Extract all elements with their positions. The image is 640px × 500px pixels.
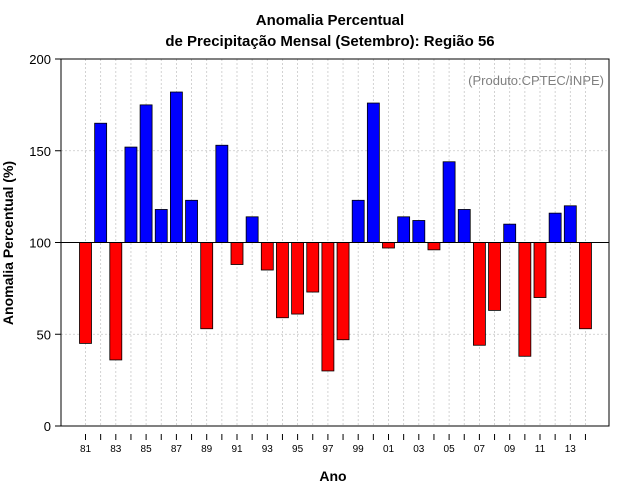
bar-03 <box>412 220 426 243</box>
bar-82 <box>94 122 108 243</box>
x-tick-label: 85 <box>141 444 153 455</box>
bar-87 <box>169 91 183 243</box>
bars-group <box>79 91 592 372</box>
bar-13 <box>563 205 577 243</box>
y-tick-label: 100 <box>29 236 51 251</box>
bar-94 <box>276 242 289 319</box>
x-tick-label: 87 <box>171 444 183 455</box>
x-tick-label: 03 <box>413 444 425 455</box>
bar-83 <box>109 242 123 361</box>
credit-text: (Produto:CPTEC/INPE) <box>468 73 604 88</box>
plot-frame <box>60 58 610 427</box>
bar-98 <box>336 242 350 341</box>
bar-86 <box>154 209 168 243</box>
bar-04 <box>427 242 441 251</box>
x-tick-label: 91 <box>231 444 243 455</box>
x-tick-label: 01 <box>383 444 395 455</box>
axes-group: 0 50 100 150 200 81 83 85 87 89 91 93 95 97 99 01 03 05 07… <box>29 52 609 455</box>
x-tick-label: 81 <box>80 444 92 455</box>
x-tick-label: 07 <box>474 444 486 455</box>
bar-90 <box>215 144 229 243</box>
bar-88 <box>185 199 198 243</box>
bar-96 <box>306 242 320 293</box>
chart-title-line1: Anomalia Percentual <box>256 12 404 29</box>
bar-81 <box>79 242 92 344</box>
bar-05 <box>442 161 456 243</box>
x-tick-label: 11 <box>535 444 546 455</box>
x-tick-label: 09 <box>504 444 516 455</box>
bar-95 <box>291 242 305 315</box>
bar-02 <box>397 216 411 243</box>
bar-08 <box>488 242 501 311</box>
x-tick-label: 97 <box>322 444 334 455</box>
x-tick-label: 13 <box>565 444 577 455</box>
x-tick-label: 95 <box>292 444 304 455</box>
bar-06 <box>457 209 471 243</box>
bar-14 <box>579 242 592 330</box>
bar-89 <box>200 242 214 330</box>
x-tick-label: 83 <box>110 444 122 455</box>
bar-12 <box>548 212 562 243</box>
y-axis-label: Anomalia Percentual (%) <box>0 161 16 325</box>
y-tick-label: 200 <box>29 52 51 67</box>
bar-09 <box>503 223 517 243</box>
y-tick-label: 0 <box>44 419 51 434</box>
bar-00 <box>366 102 380 243</box>
y-tick-label: 50 <box>37 327 51 342</box>
x-tick-label: 05 <box>444 444 456 455</box>
x-tick-label: 93 <box>262 444 274 455</box>
bar-10 <box>518 242 532 357</box>
bar-84 <box>124 146 138 243</box>
x-tick-label: 89 <box>201 444 213 455</box>
bar-99 <box>351 199 365 243</box>
bar-97 <box>321 242 335 372</box>
x-axis-label: Ano <box>319 468 346 484</box>
x-tick-label: 99 <box>353 444 365 455</box>
bar-92 <box>245 216 259 243</box>
bar-07 <box>472 242 486 346</box>
bar-11 <box>533 242 547 298</box>
y-tick-label: 150 <box>29 144 51 159</box>
bar-01 <box>382 242 395 249</box>
bar-93 <box>260 242 274 271</box>
bar-85 <box>139 104 153 243</box>
bar-91 <box>230 242 244 265</box>
chart-title-line2: de Precipitação Mensal (Setembro): Regiã… <box>165 33 494 50</box>
